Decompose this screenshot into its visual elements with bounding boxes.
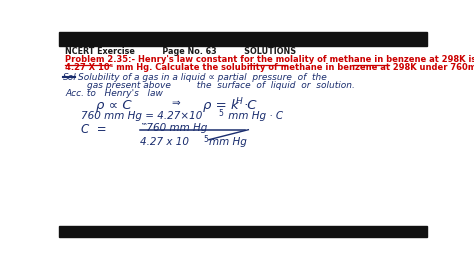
Text: ·C: ·C [244, 99, 257, 112]
Text: H: H [236, 97, 243, 106]
Text: Solubility of a gas in a liquid ∝ partial  pressure  of  the: Solubility of a gas in a liquid ∝ partia… [78, 73, 327, 82]
Text: Problem 2.35:- Henry's law constant for the molality of methane in benzene at 29: Problem 2.35:- Henry's law constant for … [65, 55, 474, 64]
Text: 4.27 x 10: 4.27 x 10 [140, 138, 189, 147]
Text: Acc. to   Henry's   law: Acc. to Henry's law [65, 89, 164, 98]
Text: 5: 5 [203, 135, 208, 144]
Text: ρ = k: ρ = k [202, 99, 238, 112]
Bar [59, 226, 427, 237]
Text: ρ ∝ C: ρ ∝ C [96, 99, 132, 112]
Text: ⇒: ⇒ [172, 98, 181, 108]
Text: ‷760 mm Hg: ‷760 mm Hg [141, 123, 207, 133]
Text: gas present above         the  surface  of  liquid  or  solution.: gas present above the surface of liquid … [87, 81, 355, 90]
Text: mm Hg · C: mm Hg · C [225, 111, 283, 121]
Text: C  =: C = [81, 123, 107, 136]
Text: NCERT Exercise          Page No. 63          SOLUTIONS: NCERT Exercise Page No. 63 SOLUTIONS [65, 47, 297, 56]
Text: 5: 5 [218, 109, 223, 118]
Text: mm Hg: mm Hg [209, 138, 246, 147]
Text: 4.27 X 10⁵ mm Hg. Calculate the solubility of methane in benzene at 298K under 7: 4.27 X 10⁵ mm Hg. Calculate the solubili… [65, 63, 474, 72]
Bar [59, 32, 427, 46]
Text: 760 mm Hg = 4.27×10: 760 mm Hg = 4.27×10 [81, 111, 202, 121]
Text: Sol: Sol [63, 73, 77, 82]
